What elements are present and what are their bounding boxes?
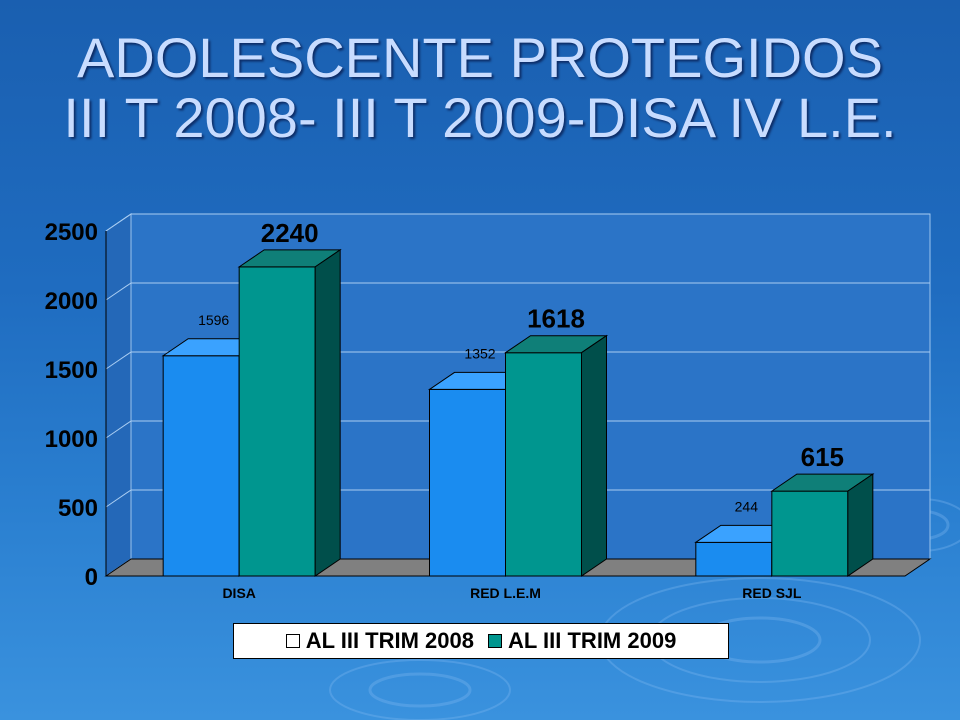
x-tick-label: RED SJL bbox=[742, 585, 802, 601]
gridline bbox=[105, 420, 930, 439]
bar-side-1-0 bbox=[314, 248, 341, 577]
y-tick-label: 1000 bbox=[45, 426, 98, 453]
x-tick-label: RED L.E.M bbox=[470, 585, 541, 601]
gridline bbox=[105, 282, 930, 301]
y-tick-label: 500 bbox=[58, 495, 98, 522]
bar-side-1-2 bbox=[847, 473, 874, 577]
legend-swatch-2009 bbox=[488, 634, 502, 648]
bar-2009-1 bbox=[505, 352, 582, 577]
legend-label-2009: AL III TRIM 2009 bbox=[508, 628, 677, 653]
data-label: 615 bbox=[801, 442, 844, 472]
y-tick-label: 1500 bbox=[45, 357, 98, 384]
title-line-2: III T 2008- III T 2009-DISA IV L.E. bbox=[63, 86, 897, 149]
y-tick-label: 2500 bbox=[45, 219, 98, 246]
data-label: 1618 bbox=[527, 304, 585, 334]
legend-label-2008: AL III TRIM 2008 bbox=[305, 628, 474, 653]
data-label: 2240 bbox=[261, 218, 319, 248]
bar-2009-2 bbox=[771, 490, 849, 577]
data-label: 1352 bbox=[464, 345, 495, 361]
y-tick-label: 0 bbox=[85, 564, 98, 591]
slide-title: ADOLESCENTE PROTEGIDOS III T 2008- III T… bbox=[0, 28, 960, 148]
gridline bbox=[105, 489, 930, 508]
bar-2008-2 bbox=[695, 541, 773, 577]
bar-2008-0 bbox=[162, 355, 240, 577]
gridline bbox=[105, 213, 930, 232]
chart-legend: AL III TRIM 2008 AL III TRIM 2009 bbox=[233, 623, 729, 659]
legend-item-2008: AL III TRIM 2008 bbox=[285, 628, 474, 654]
x-tick-label: DISA bbox=[222, 585, 255, 601]
bar-2008-1 bbox=[429, 388, 506, 577]
data-label: 1596 bbox=[198, 312, 229, 328]
bar-2009-0 bbox=[238, 266, 316, 577]
gridline bbox=[105, 351, 930, 370]
plot-side-wall bbox=[105, 213, 132, 577]
data-label: 244 bbox=[735, 498, 759, 514]
title-line-1: ADOLESCENTE PROTEGIDOS bbox=[77, 26, 883, 89]
legend-item-2009: AL III TRIM 2009 bbox=[488, 628, 676, 654]
bar-side-1-1 bbox=[581, 334, 607, 577]
y-tick-label: 2000 bbox=[45, 288, 98, 315]
legend-swatch-2008 bbox=[285, 634, 300, 648]
